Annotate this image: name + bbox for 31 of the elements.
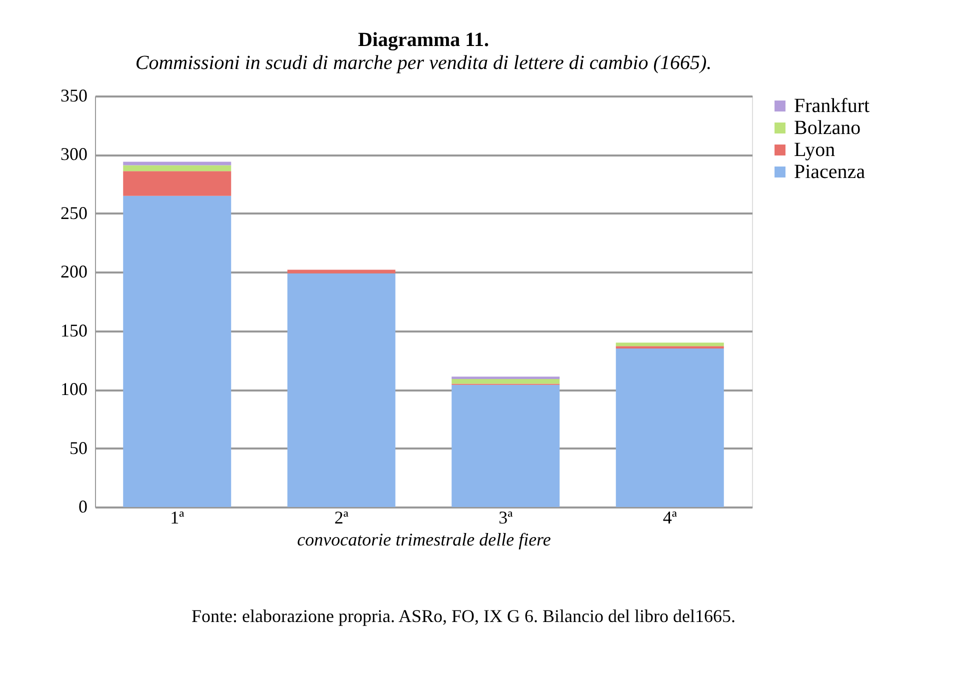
bar xyxy=(452,379,560,384)
bar xyxy=(123,171,232,196)
bar xyxy=(616,348,724,507)
y-tick-label: 250 xyxy=(60,202,88,223)
x-tick-label: 1ª xyxy=(170,508,184,528)
x-tick-label: 2ª xyxy=(334,508,348,528)
y-tick-label: 200 xyxy=(60,262,88,282)
legend-label: Piacenza xyxy=(794,161,866,183)
y-tick-label: 50 xyxy=(70,438,88,458)
y-tick-label: 0 xyxy=(78,496,88,516)
y-tick-label: 100 xyxy=(60,379,88,400)
x-tick-label: 4ª xyxy=(662,508,677,528)
chart-title: Diagramma 11. xyxy=(358,29,490,51)
bar xyxy=(452,384,560,507)
bar xyxy=(287,270,396,274)
bar xyxy=(123,196,232,507)
legend-label: Frankfurt xyxy=(794,95,870,117)
y-tick-label: 350 xyxy=(60,86,88,106)
bar xyxy=(287,273,396,507)
x-axis-title: convocatorie trimestrale delle fiere xyxy=(297,530,551,550)
bar xyxy=(123,162,232,166)
bar xyxy=(123,165,232,172)
chart-subtitle: Commissioni in scudi di marche per vendita di lettere di cambio (1665). xyxy=(135,52,712,74)
y-tick-label: 150 xyxy=(60,320,88,340)
legend-label: Lyon xyxy=(794,139,836,161)
bar xyxy=(616,342,724,346)
legend-label: Bolzano xyxy=(794,117,861,139)
x-tick-label: 3ª xyxy=(498,508,513,528)
source-note: Fonte: elaborazione propria. ASRo, FO, IX G 6. Bilancio del libro del1665. xyxy=(192,606,736,626)
y-tick-label: 300 xyxy=(60,144,88,164)
bar xyxy=(452,376,560,380)
